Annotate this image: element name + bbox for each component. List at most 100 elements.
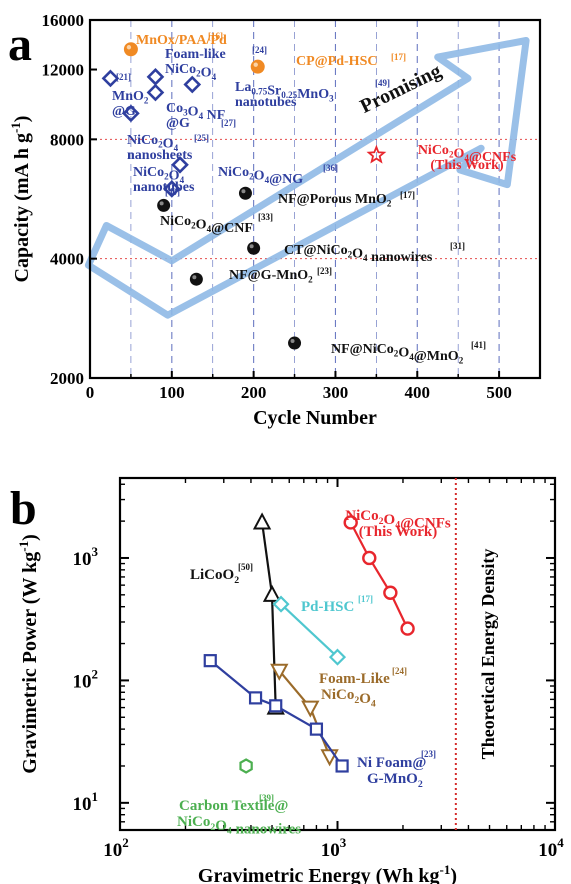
- data-point: [383, 585, 398, 600]
- data-point: [270, 663, 289, 681]
- point-label: nanosheets: [127, 148, 193, 163]
- point-label: @G: [166, 116, 190, 131]
- point-label: Foam-like: [165, 47, 226, 62]
- series-label: (This Work): [359, 524, 438, 540]
- data-point: [362, 550, 377, 566]
- panel-label-a: a: [8, 18, 32, 71]
- ref-label: [36]: [323, 163, 338, 173]
- data-point: [162, 180, 181, 198]
- series-line: [280, 603, 339, 658]
- ref-label: [39]: [259, 793, 274, 803]
- x-axis-label: Gravimetric Energy (Wh kg-1): [198, 862, 457, 884]
- data-point-highlight: [192, 275, 197, 280]
- data-point: [400, 621, 415, 636]
- ref-label: [49]: [375, 78, 390, 88]
- data-point: [262, 584, 282, 602]
- panel-label-b: b: [10, 482, 37, 535]
- theoretical-energy-label: Theoretical Energy Density: [478, 549, 498, 760]
- ref-label: [17]: [400, 190, 415, 200]
- ref-label: [41]: [471, 340, 486, 350]
- data-point: [183, 75, 202, 94]
- data-point-highlight: [126, 45, 132, 50]
- data-point: [335, 759, 349, 773]
- ref-label: [31]: [450, 241, 465, 251]
- series-line: [261, 522, 277, 708]
- data-point: [238, 186, 252, 200]
- point-label: nanotubes: [133, 180, 195, 195]
- data-point-highlight: [159, 201, 164, 206]
- data-point: [171, 155, 189, 174]
- x-tick-label: 500: [486, 383, 512, 402]
- x-tick-label: 104: [538, 835, 564, 861]
- data-point: [157, 198, 171, 212]
- x-tick-label: 100: [159, 383, 185, 402]
- ref-label: [23]: [421, 749, 436, 759]
- y-tick-label: 2000: [50, 369, 84, 388]
- data-point: [328, 648, 347, 666]
- point-label: NF@G-MnO2: [229, 268, 313, 285]
- plot-frame: [88, 18, 542, 380]
- promising-arrow: [84, 37, 530, 319]
- data-point: [146, 68, 165, 86]
- data-point: [343, 515, 358, 530]
- ref-label: [40]: [165, 187, 180, 197]
- ref-label: [23]: [317, 266, 332, 276]
- x-tick-label: 300: [323, 383, 349, 402]
- point-label: NiCo2O4@CNFs: [418, 143, 517, 165]
- data-point: [301, 700, 320, 718]
- ref-label: [24]: [252, 45, 267, 55]
- data-point: [189, 272, 203, 286]
- ref-label: [50]: [238, 562, 253, 572]
- data-point: [247, 241, 261, 255]
- y-tick-label: 103: [73, 544, 99, 570]
- point-label: MnO2: [112, 89, 149, 106]
- point-label: La0.75Sr0.25MnO3: [235, 80, 334, 104]
- series-label: LiCoO2: [190, 567, 239, 586]
- x-tick-label: 102: [103, 835, 129, 861]
- data-point: [146, 83, 165, 102]
- x-tick-label: 103: [321, 835, 347, 861]
- data-point-highlight: [241, 189, 246, 194]
- ref-label: [24]: [392, 666, 407, 676]
- y-tick-label: 12000: [42, 61, 85, 80]
- data-point: [101, 69, 120, 88]
- x-tick-label: 400: [405, 383, 431, 402]
- data-point: [239, 758, 253, 774]
- point-label: NiCo2O4: [127, 133, 179, 153]
- ref-label: [25]: [194, 133, 209, 143]
- point-label: NiCo2O4@CNF: [160, 214, 253, 236]
- x-tick-label: 200: [241, 383, 267, 402]
- data-point: [252, 512, 272, 530]
- data-point: [288, 336, 302, 350]
- series-label: Ni Foam@: [357, 755, 426, 771]
- ref-label: [21]: [116, 72, 131, 82]
- data-point: [309, 722, 324, 736]
- point-label: NF@Porous MnO2: [278, 192, 392, 209]
- point-label: Co3O4 NF: [166, 101, 225, 123]
- point-label: (This Work): [430, 158, 504, 173]
- point-label: @G: [112, 104, 136, 119]
- point-label: nanotubes: [235, 95, 297, 110]
- point-label: CT@NiCo2O4 nanowires: [284, 243, 433, 265]
- ref-label: [16]: [208, 31, 223, 41]
- point-label: NiCo2O4@NG: [218, 165, 303, 187]
- point-label: MnOx/PAA/Pd: [136, 33, 227, 48]
- series-label: NiCo2O4 nanowires: [177, 814, 301, 838]
- ref-label: [33]: [258, 212, 273, 222]
- point-label: CP@Pd-HSC: [296, 54, 377, 69]
- point-label: NF@NiCo2O4@MnO2: [331, 342, 464, 366]
- y-tick-label: 16000: [42, 11, 85, 30]
- data-point: [272, 595, 290, 613]
- x-tick-label: 0: [86, 383, 95, 402]
- data-point: [366, 144, 387, 164]
- y-tick-label: 102: [73, 666, 99, 692]
- ref-label: [27]: [221, 118, 236, 128]
- ref-label: [17]: [391, 52, 406, 62]
- series-label: Carbon Textile@: [179, 798, 288, 814]
- data-point: [203, 654, 217, 668]
- series-label: G-MnO2: [367, 771, 423, 790]
- y-tick-label: 4000: [50, 250, 84, 269]
